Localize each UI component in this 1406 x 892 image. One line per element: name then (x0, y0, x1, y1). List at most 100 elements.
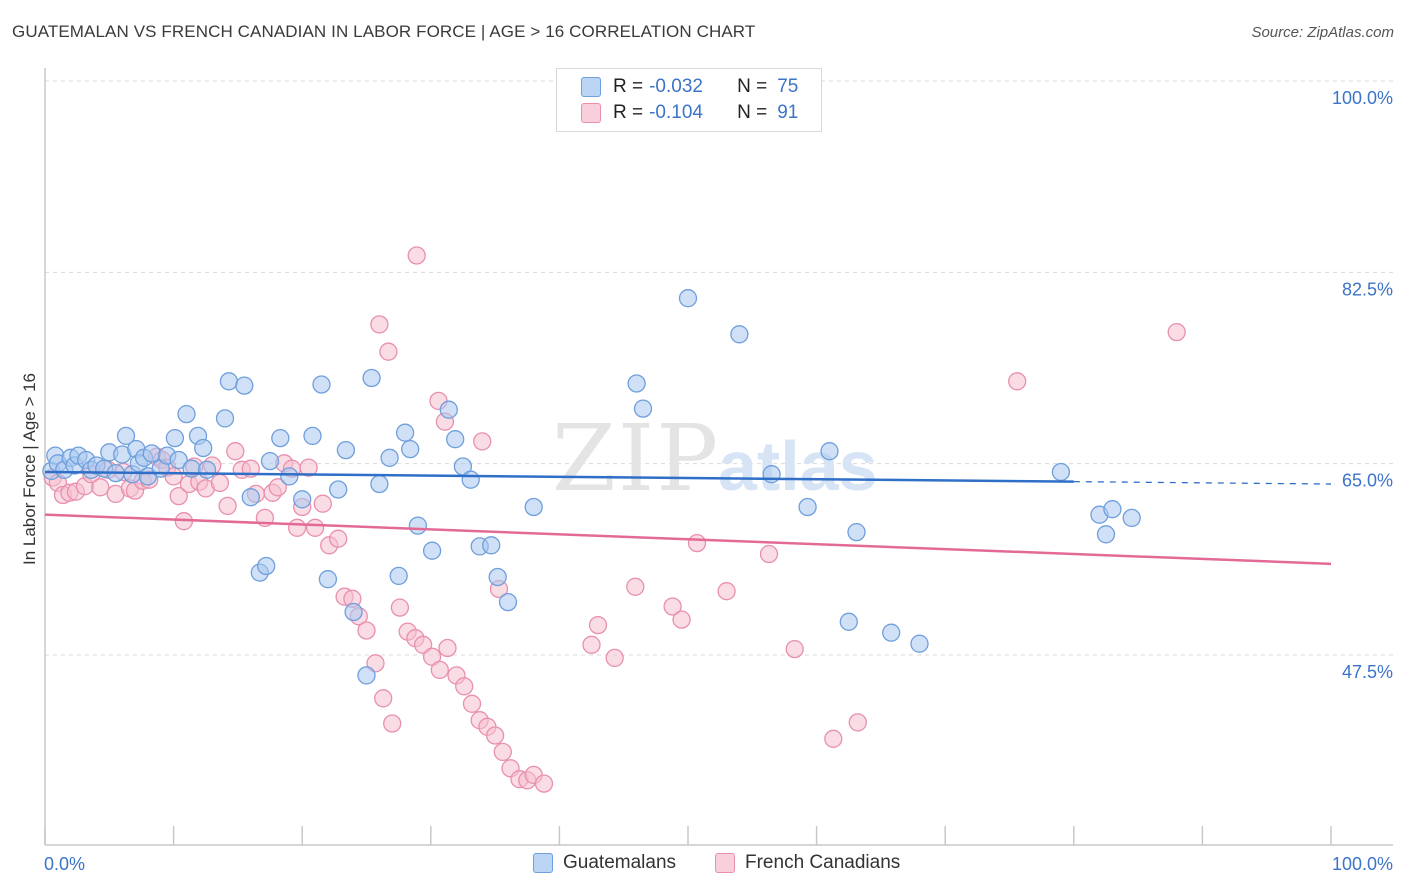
series-legend: Guatemalans French Canadians (0, 852, 1406, 878)
legend-r-value: -0.104 (649, 102, 703, 123)
french-canadian-point (218, 496, 237, 516)
guatemalan-point (312, 375, 331, 394)
french-canadian-point (407, 246, 426, 265)
french-canadian-point (1008, 372, 1027, 391)
guatemalan-point (380, 448, 399, 467)
french-canadian-point (588, 615, 608, 635)
legend-label-guatemalans: Guatemalans (563, 852, 677, 873)
guatemalan-point (215, 409, 235, 428)
french-canadian-point (493, 742, 512, 762)
guatemalan-point (260, 451, 280, 471)
guatemalan-point (165, 428, 185, 448)
y-axis-label: In Labor Force | Age > 16 (20, 372, 39, 565)
x-tick-label: 100.0% (1332, 854, 1393, 874)
french-canadian-point (390, 598, 410, 617)
legend-swatch-blue (533, 853, 553, 873)
guatemalan-point (1122, 508, 1141, 528)
french-canadian-point (226, 442, 245, 461)
guatemalan-point (271, 428, 290, 448)
correlation-legend: R = -0.032 N = 75 R = -0.104 N = 91 (556, 68, 822, 132)
french-canadian-point (169, 486, 188, 506)
french-canadian-point (534, 774, 554, 793)
guatemalan-point (820, 442, 839, 461)
french-canadian-point (379, 342, 398, 361)
legend-n-label: N = (737, 102, 768, 123)
legend-swatch-blue (581, 77, 601, 97)
french-canadian-point (438, 638, 457, 658)
guatemalan-point (235, 376, 254, 395)
french-canadian-point (430, 660, 449, 680)
y-tick-label: 100.0% (1332, 88, 1393, 108)
legend-n-label: N = (737, 76, 768, 97)
french-canadian-point (268, 478, 287, 497)
guatemalan-point (847, 522, 866, 542)
guatemalan-point (194, 438, 213, 458)
guatemalan-point (401, 439, 420, 459)
legend-n-value: 91 (777, 102, 799, 123)
french-canadian-points (43, 246, 1186, 793)
guatemalan-point (882, 623, 901, 642)
guatemalan-point (798, 497, 817, 517)
french-canadian-point (485, 726, 505, 745)
legend-swatch-pink (581, 103, 601, 123)
y-tick-label: 47.5% (1342, 662, 1393, 682)
french-canadian-point (717, 582, 736, 601)
guatemalan-trend-line (44, 470, 1074, 483)
guatemalan-point (241, 488, 260, 507)
french-canadian-point (210, 473, 230, 493)
guatemalan-point (357, 666, 376, 685)
guatemalan-point (461, 470, 480, 489)
french-canadian-point (383, 714, 402, 733)
legend-item-guatemalans: Guatemalans (533, 852, 676, 874)
guatemalan-point (219, 372, 239, 391)
guatemalan-point (336, 440, 356, 460)
french-canadian-point (305, 518, 325, 537)
guatemalan-point (482, 536, 501, 555)
guatemalan-point (389, 566, 408, 586)
french-canadian-point (374, 689, 393, 708)
guatemalan-point (280, 467, 299, 486)
guatemalan-point (293, 490, 312, 509)
guatemalan-point (762, 465, 781, 484)
guatemalan-point (1096, 525, 1116, 544)
french-canadian-point (1167, 322, 1186, 342)
trend-lines (44, 470, 1332, 566)
legend-row-guatemalans: R = -0.032 N = 75 (557, 74, 798, 100)
french-canadian-point (582, 635, 601, 654)
french-canadian-point (366, 654, 385, 673)
grid-lines (45, 80, 1393, 656)
guatemalan-point (362, 368, 381, 388)
french-canadian-point (299, 458, 318, 477)
guatemalan-point (910, 634, 929, 653)
watermark-atlas: atlas (718, 427, 878, 505)
legend-item-french-canadians: French Canadians (715, 852, 900, 874)
french-canadian-point (785, 639, 804, 659)
guatemalan-trend-extension (1073, 480, 1332, 485)
tick-labels: 47.5% 65.0% 82.5% 100.0% 0.0% 100.0% (44, 88, 1393, 874)
french-canadian-point (357, 621, 376, 640)
guatemalan-point (329, 480, 348, 499)
source-label: Source: ZipAtlas.com (1251, 24, 1394, 41)
legend-r-value: -0.032 (649, 76, 703, 97)
guatemalan-point (488, 567, 507, 587)
guatemalan-point (422, 541, 442, 560)
french-canadian-point (626, 577, 645, 596)
guatemalan-point (678, 289, 698, 308)
chart-title: GUATEMALAN VS FRENCH CANADIAN IN LABOR F… (12, 22, 756, 41)
guatemalan-point (408, 516, 428, 535)
guatemalan-point (633, 399, 653, 418)
french-canadian-point (605, 648, 624, 668)
french-canadian-point (455, 677, 474, 696)
legend-r-label: R = (613, 102, 644, 123)
legend-swatch-pink (715, 853, 735, 873)
french-canadian-trend-line (44, 513, 1332, 566)
french-canadian-point (824, 729, 843, 748)
french-canadian-point (329, 529, 348, 548)
x-tick-label: 0.0% (44, 854, 85, 874)
guatemalan-point (116, 426, 136, 446)
y-tick-label: 65.0% (1342, 471, 1393, 491)
guatemalan-point (439, 400, 458, 419)
guatemalan-point (839, 612, 858, 631)
guatemalan-point (446, 430, 465, 449)
